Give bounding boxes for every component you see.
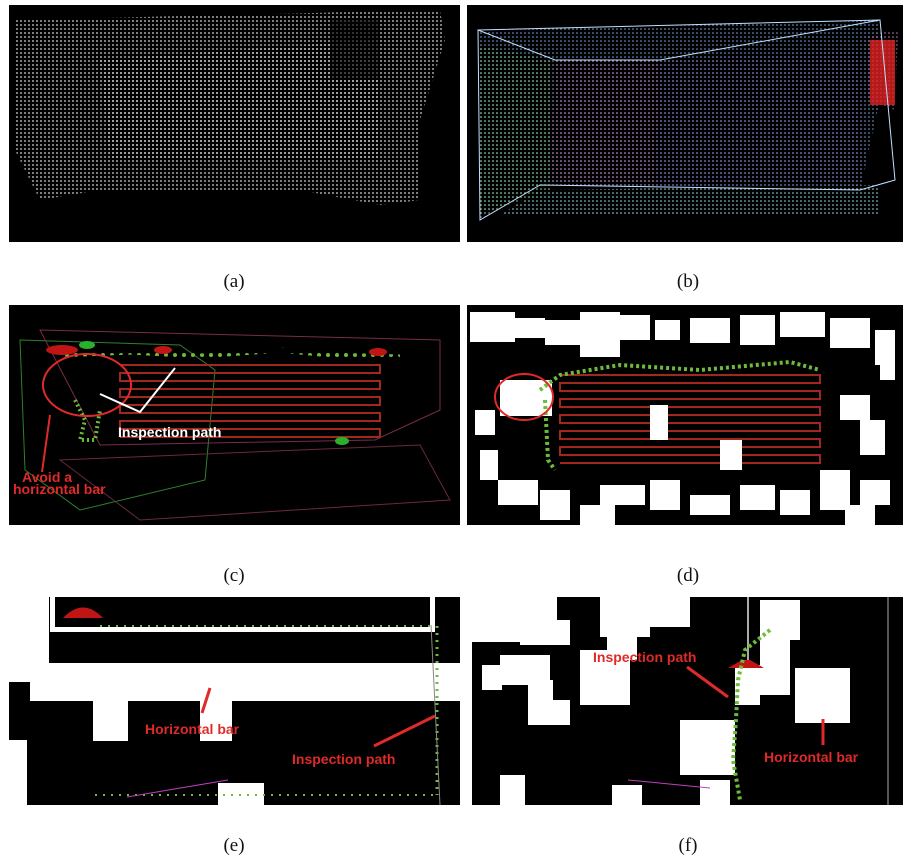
decoration (880, 350, 895, 380)
caption: (f) (679, 835, 698, 856)
decoration (845, 505, 875, 525)
decoration (498, 480, 538, 505)
decoration (620, 315, 650, 340)
panel-e: Horizontal bar Inspection path (9, 597, 460, 805)
decoration (820, 470, 850, 510)
caption: (d) (677, 565, 699, 586)
caption: (c) (223, 565, 244, 586)
decoration (600, 485, 645, 505)
decoration (720, 440, 742, 470)
figure: Inspection path Avoid ahorizontal bar Ho… (0, 0, 911, 859)
annotation-line: horizontal bar (13, 481, 106, 497)
decoration (470, 312, 515, 342)
decoration (540, 490, 570, 520)
decoration (690, 318, 730, 343)
panel-d (467, 305, 903, 525)
annotation: Horizontal bar (764, 749, 859, 765)
decoration (475, 410, 495, 435)
decoration (860, 420, 885, 455)
decoration (860, 480, 890, 505)
decoration (655, 320, 680, 340)
decoration (515, 318, 545, 338)
caption: (a) (223, 271, 244, 292)
decoration (580, 505, 615, 525)
annotation: Inspection path (292, 751, 395, 767)
decoration (480, 450, 498, 480)
decoration (780, 312, 825, 337)
panel-b (467, 5, 903, 242)
decoration (650, 405, 668, 440)
decoration (650, 480, 680, 510)
annotation: Horizontal bar (145, 721, 240, 737)
decoration (780, 490, 810, 515)
decoration (830, 318, 870, 348)
decoration (740, 485, 775, 510)
decoration (690, 495, 730, 515)
annotation: Inspection path (118, 424, 221, 440)
decoration (580, 312, 620, 357)
decoration (840, 395, 870, 420)
decoration (740, 315, 775, 345)
panel-a (9, 5, 460, 242)
caption: (b) (677, 271, 699, 292)
caption: (e) (223, 835, 244, 856)
panel-f: Inspection path Horizontal bar (472, 597, 903, 805)
decoration (545, 320, 580, 345)
annotation: Inspection path (593, 649, 696, 665)
